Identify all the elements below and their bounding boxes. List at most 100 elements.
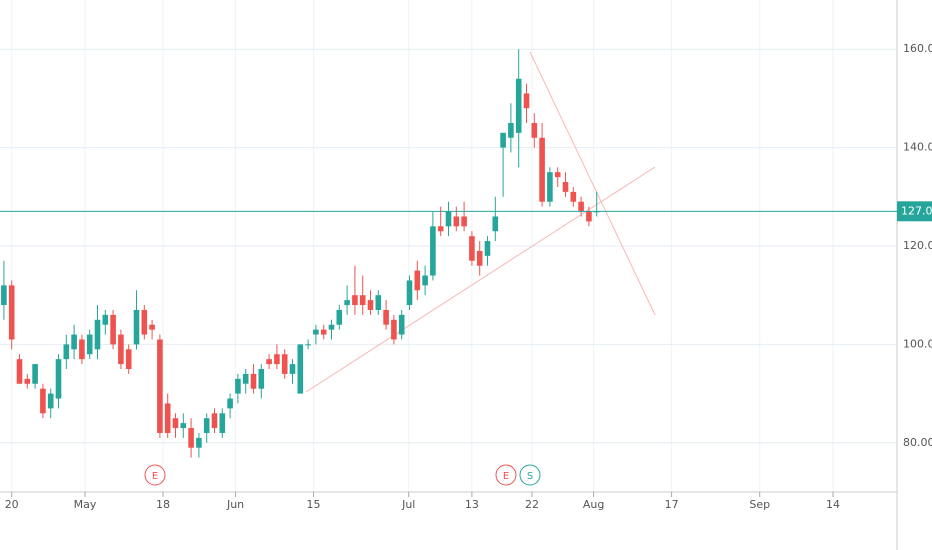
candle-body	[203, 418, 210, 433]
candle-body	[547, 172, 553, 202]
candle-body	[328, 324, 335, 330]
candle-body	[562, 182, 569, 192]
candle-body	[242, 373, 249, 384]
candle-body	[274, 354, 280, 365]
candle-body	[352, 295, 358, 306]
candle-body	[219, 413, 226, 433]
candle-body	[40, 388, 46, 414]
candle-body	[86, 334, 93, 355]
last-price-label: 127.05	[901, 204, 932, 217]
candle-body	[157, 339, 163, 433]
candle-body	[476, 250, 483, 266]
x-tick-label: Sep	[749, 498, 770, 511]
candle-body	[586, 211, 592, 222]
candle-body	[375, 295, 382, 310]
candle-body	[110, 314, 116, 345]
candle-body	[305, 344, 311, 346]
x-tick-label: 17	[665, 498, 679, 511]
candle-body	[515, 78, 522, 133]
candle-body	[118, 334, 124, 365]
candle-body	[250, 373, 257, 389]
candle-body	[79, 339, 85, 360]
candle-body	[359, 295, 366, 306]
x-tick-label: 14	[826, 498, 840, 511]
candle-body	[297, 344, 304, 394]
candle-body	[523, 93, 530, 109]
candle-body	[531, 123, 538, 138]
x-tick-label: 22	[525, 498, 539, 511]
candle-body	[196, 437, 202, 448]
candle-body	[24, 378, 31, 384]
candle-body	[554, 172, 561, 178]
candle-body	[500, 132, 506, 148]
candle-body	[383, 309, 389, 325]
last-price-box	[897, 201, 932, 222]
x-tick-label: 20	[5, 498, 19, 511]
candle-body	[289, 364, 296, 374]
candle-body	[180, 423, 187, 429]
candle-body	[164, 403, 171, 433]
candle-body	[320, 329, 327, 335]
event-marker	[144, 464, 166, 486]
candle-body	[578, 201, 584, 212]
x-tick-label: 13	[465, 498, 479, 511]
event-label: S	[527, 471, 533, 482]
candle-body	[445, 211, 452, 227]
event-marker	[495, 464, 517, 486]
candle-body	[94, 319, 101, 350]
candle-body	[32, 364, 38, 384]
event-label: E	[503, 471, 509, 482]
x-tick-label: Jul	[401, 498, 415, 511]
candle-body	[430, 226, 436, 276]
event-marker	[519, 464, 541, 486]
y-tick-label: 160.00	[903, 42, 932, 55]
event-label: E	[152, 471, 158, 482]
candle-body	[149, 324, 155, 330]
candle-body	[414, 270, 421, 291]
candle-body	[453, 216, 460, 227]
candle-body	[133, 309, 140, 345]
x-tick-label: 18	[156, 498, 170, 511]
candle-body	[398, 314, 405, 335]
candle-body	[63, 344, 70, 360]
candle-body	[102, 314, 109, 325]
candle-body	[422, 275, 428, 286]
candle-body	[188, 428, 194, 448]
candle-body	[492, 216, 499, 232]
candle-body	[508, 123, 514, 138]
candle-body	[235, 378, 241, 394]
y-tick-label: 100.00	[903, 337, 932, 350]
candle-body	[211, 413, 218, 429]
candle-body	[141, 309, 148, 335]
candle-body	[71, 334, 77, 350]
y-tick-label: 80.00	[903, 436, 932, 449]
candle-body	[8, 285, 15, 340]
candle-body	[461, 216, 467, 227]
candle-body	[469, 236, 475, 261]
candle-body	[406, 280, 413, 306]
candle-body	[47, 393, 54, 409]
candle-body	[1, 285, 7, 306]
candle-body	[281, 354, 288, 374]
x-tick-label: May	[74, 498, 97, 511]
x-tick-label: Aug	[583, 498, 604, 511]
candle-body	[125, 349, 132, 369]
candle-body	[437, 226, 444, 232]
candle-body	[391, 319, 397, 340]
candle-body	[55, 359, 62, 399]
x-tick-label: Jun	[226, 498, 244, 511]
candle-body	[344, 300, 350, 306]
candle-body	[172, 418, 179, 429]
candle-body	[570, 191, 577, 202]
candle-body	[336, 309, 343, 325]
candle-body	[258, 369, 265, 389]
trend-line	[529, 51, 656, 316]
candle-body	[313, 329, 319, 335]
candle-body	[539, 137, 545, 202]
x-tick-label: 15	[307, 498, 321, 511]
candle-body	[484, 241, 491, 256]
trend-line	[305, 166, 656, 393]
candle-body	[367, 300, 374, 310]
candle-body	[266, 359, 272, 365]
